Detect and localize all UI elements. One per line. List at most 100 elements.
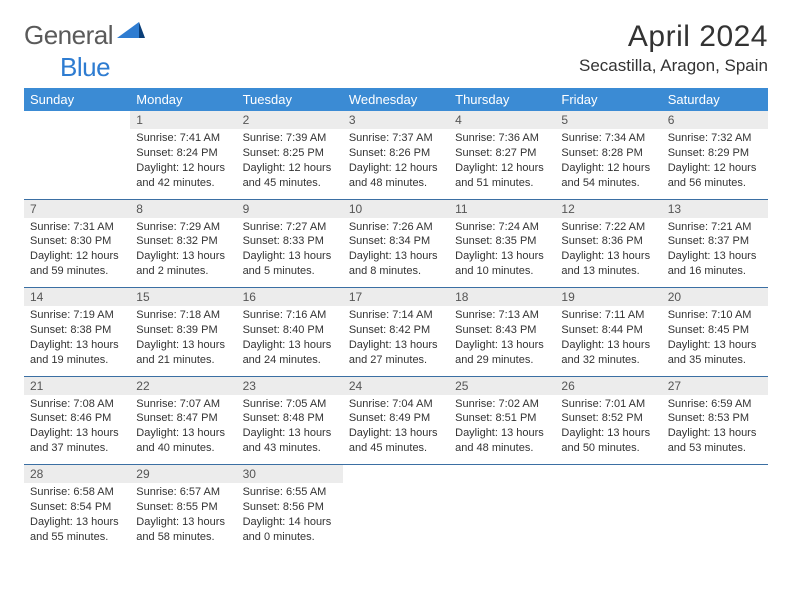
- logo-triangle-icon: [117, 20, 145, 47]
- day-cell: 3Sunrise: 7:37 AMSunset: 8:26 PMDaylight…: [343, 111, 449, 199]
- day-cell: 14Sunrise: 7:19 AMSunset: 8:38 PMDayligh…: [24, 288, 130, 376]
- day-cell: 17Sunrise: 7:14 AMSunset: 8:42 PMDayligh…: [343, 288, 449, 376]
- day-details: Sunrise: 7:31 AMSunset: 8:30 PMDaylight:…: [24, 218, 130, 283]
- day-number: 23: [237, 377, 343, 395]
- week-row: 21Sunrise: 7:08 AMSunset: 8:46 PMDayligh…: [24, 377, 768, 465]
- weekday-header: Saturday: [662, 88, 768, 111]
- day-cell: [555, 465, 661, 553]
- day-details: Sunrise: 6:59 AMSunset: 8:53 PMDaylight:…: [662, 395, 768, 460]
- weekday-header-row: Sunday Monday Tuesday Wednesday Thursday…: [24, 88, 768, 111]
- weekday-header: Friday: [555, 88, 661, 111]
- day-details: Sunrise: 7:41 AMSunset: 8:24 PMDaylight:…: [130, 129, 236, 194]
- day-details: Sunrise: 7:22 AMSunset: 8:36 PMDaylight:…: [555, 218, 661, 283]
- day-details: Sunrise: 7:19 AMSunset: 8:38 PMDaylight:…: [24, 306, 130, 371]
- day-details: Sunrise: 7:16 AMSunset: 8:40 PMDaylight:…: [237, 306, 343, 371]
- day-number: 24: [343, 377, 449, 395]
- day-number: 30: [237, 465, 343, 483]
- day-cell: 5Sunrise: 7:34 AMSunset: 8:28 PMDaylight…: [555, 111, 661, 199]
- day-details: Sunrise: 7:14 AMSunset: 8:42 PMDaylight:…: [343, 306, 449, 371]
- day-cell: 19Sunrise: 7:11 AMSunset: 8:44 PMDayligh…: [555, 288, 661, 376]
- week-row: 1Sunrise: 7:41 AMSunset: 8:24 PMDaylight…: [24, 111, 768, 199]
- day-number: 22: [130, 377, 236, 395]
- day-number: 8: [130, 200, 236, 218]
- day-number: 10: [343, 200, 449, 218]
- location: Secastilla, Aragon, Spain: [579, 56, 768, 76]
- day-details: Sunrise: 7:34 AMSunset: 8:28 PMDaylight:…: [555, 129, 661, 194]
- day-number: 20: [662, 288, 768, 306]
- day-number: 29: [130, 465, 236, 483]
- day-cell: 1Sunrise: 7:41 AMSunset: 8:24 PMDaylight…: [130, 111, 236, 199]
- day-details: Sunrise: 7:39 AMSunset: 8:25 PMDaylight:…: [237, 129, 343, 194]
- day-number: 9: [237, 200, 343, 218]
- day-number: 11: [449, 200, 555, 218]
- day-number: 26: [555, 377, 661, 395]
- day-cell: 29Sunrise: 6:57 AMSunset: 8:55 PMDayligh…: [130, 465, 236, 553]
- day-details: Sunrise: 7:05 AMSunset: 8:48 PMDaylight:…: [237, 395, 343, 460]
- day-cell: 6Sunrise: 7:32 AMSunset: 8:29 PMDaylight…: [662, 111, 768, 199]
- day-cell: 18Sunrise: 7:13 AMSunset: 8:43 PMDayligh…: [449, 288, 555, 376]
- day-details: Sunrise: 7:04 AMSunset: 8:49 PMDaylight:…: [343, 395, 449, 460]
- day-cell: 10Sunrise: 7:26 AMSunset: 8:34 PMDayligh…: [343, 200, 449, 288]
- day-number: 15: [130, 288, 236, 306]
- day-number: 4: [449, 111, 555, 129]
- day-details: Sunrise: 7:11 AMSunset: 8:44 PMDaylight:…: [555, 306, 661, 371]
- day-number: 5: [555, 111, 661, 129]
- day-number: 13: [662, 200, 768, 218]
- day-number: 6: [662, 111, 768, 129]
- day-number: 27: [662, 377, 768, 395]
- day-number: 12: [555, 200, 661, 218]
- day-details: Sunrise: 7:18 AMSunset: 8:39 PMDaylight:…: [130, 306, 236, 371]
- day-details: Sunrise: 6:57 AMSunset: 8:55 PMDaylight:…: [130, 483, 236, 548]
- title-block: April 2024 Secastilla, Aragon, Spain: [579, 20, 768, 76]
- day-cell: 21Sunrise: 7:08 AMSunset: 8:46 PMDayligh…: [24, 377, 130, 465]
- weekday-header: Wednesday: [343, 88, 449, 111]
- day-details: Sunrise: 7:13 AMSunset: 8:43 PMDaylight:…: [449, 306, 555, 371]
- day-number: 19: [555, 288, 661, 306]
- day-cell: [662, 465, 768, 553]
- logo: General: [24, 20, 147, 51]
- day-number: 18: [449, 288, 555, 306]
- day-cell: 27Sunrise: 6:59 AMSunset: 8:53 PMDayligh…: [662, 377, 768, 465]
- day-details: Sunrise: 6:58 AMSunset: 8:54 PMDaylight:…: [24, 483, 130, 548]
- week-row: 28Sunrise: 6:58 AMSunset: 8:54 PMDayligh…: [24, 465, 768, 553]
- day-number: 25: [449, 377, 555, 395]
- day-number: 17: [343, 288, 449, 306]
- day-number: 16: [237, 288, 343, 306]
- day-cell: 30Sunrise: 6:55 AMSunset: 8:56 PMDayligh…: [237, 465, 343, 553]
- month-title: April 2024: [579, 20, 768, 54]
- day-cell: 22Sunrise: 7:07 AMSunset: 8:47 PMDayligh…: [130, 377, 236, 465]
- week-row: 7Sunrise: 7:31 AMSunset: 8:30 PMDaylight…: [24, 200, 768, 288]
- calendar-table: Sunday Monday Tuesday Wednesday Thursday…: [24, 88, 768, 553]
- day-cell: 2Sunrise: 7:39 AMSunset: 8:25 PMDaylight…: [237, 111, 343, 199]
- logo-word-1: General: [24, 20, 113, 51]
- day-details: Sunrise: 7:26 AMSunset: 8:34 PMDaylight:…: [343, 218, 449, 283]
- day-number: 1: [130, 111, 236, 129]
- day-number: 21: [24, 377, 130, 395]
- day-cell: [343, 465, 449, 553]
- day-details: Sunrise: 7:29 AMSunset: 8:32 PMDaylight:…: [130, 218, 236, 283]
- day-cell: 28Sunrise: 6:58 AMSunset: 8:54 PMDayligh…: [24, 465, 130, 553]
- day-details: Sunrise: 7:27 AMSunset: 8:33 PMDaylight:…: [237, 218, 343, 283]
- day-cell: 13Sunrise: 7:21 AMSunset: 8:37 PMDayligh…: [662, 200, 768, 288]
- day-cell: 16Sunrise: 7:16 AMSunset: 8:40 PMDayligh…: [237, 288, 343, 376]
- day-number: 7: [24, 200, 130, 218]
- day-cell: 15Sunrise: 7:18 AMSunset: 8:39 PMDayligh…: [130, 288, 236, 376]
- day-number: 14: [24, 288, 130, 306]
- day-details: Sunrise: 7:08 AMSunset: 8:46 PMDaylight:…: [24, 395, 130, 460]
- day-cell: 4Sunrise: 7:36 AMSunset: 8:27 PMDaylight…: [449, 111, 555, 199]
- day-cell: 23Sunrise: 7:05 AMSunset: 8:48 PMDayligh…: [237, 377, 343, 465]
- day-number: 3: [343, 111, 449, 129]
- header: General April 2024 Secastilla, Aragon, S…: [24, 20, 768, 76]
- day-cell: 26Sunrise: 7:01 AMSunset: 8:52 PMDayligh…: [555, 377, 661, 465]
- day-cell: 12Sunrise: 7:22 AMSunset: 8:36 PMDayligh…: [555, 200, 661, 288]
- day-cell: [24, 111, 130, 199]
- logo-word-2: Blue: [60, 52, 110, 82]
- day-details: Sunrise: 7:24 AMSunset: 8:35 PMDaylight:…: [449, 218, 555, 283]
- day-cell: 8Sunrise: 7:29 AMSunset: 8:32 PMDaylight…: [130, 200, 236, 288]
- day-cell: 7Sunrise: 7:31 AMSunset: 8:30 PMDaylight…: [24, 200, 130, 288]
- day-details: Sunrise: 6:55 AMSunset: 8:56 PMDaylight:…: [237, 483, 343, 548]
- day-details: Sunrise: 7:10 AMSunset: 8:45 PMDaylight:…: [662, 306, 768, 371]
- day-cell: 20Sunrise: 7:10 AMSunset: 8:45 PMDayligh…: [662, 288, 768, 376]
- day-cell: 9Sunrise: 7:27 AMSunset: 8:33 PMDaylight…: [237, 200, 343, 288]
- weekday-header: Thursday: [449, 88, 555, 111]
